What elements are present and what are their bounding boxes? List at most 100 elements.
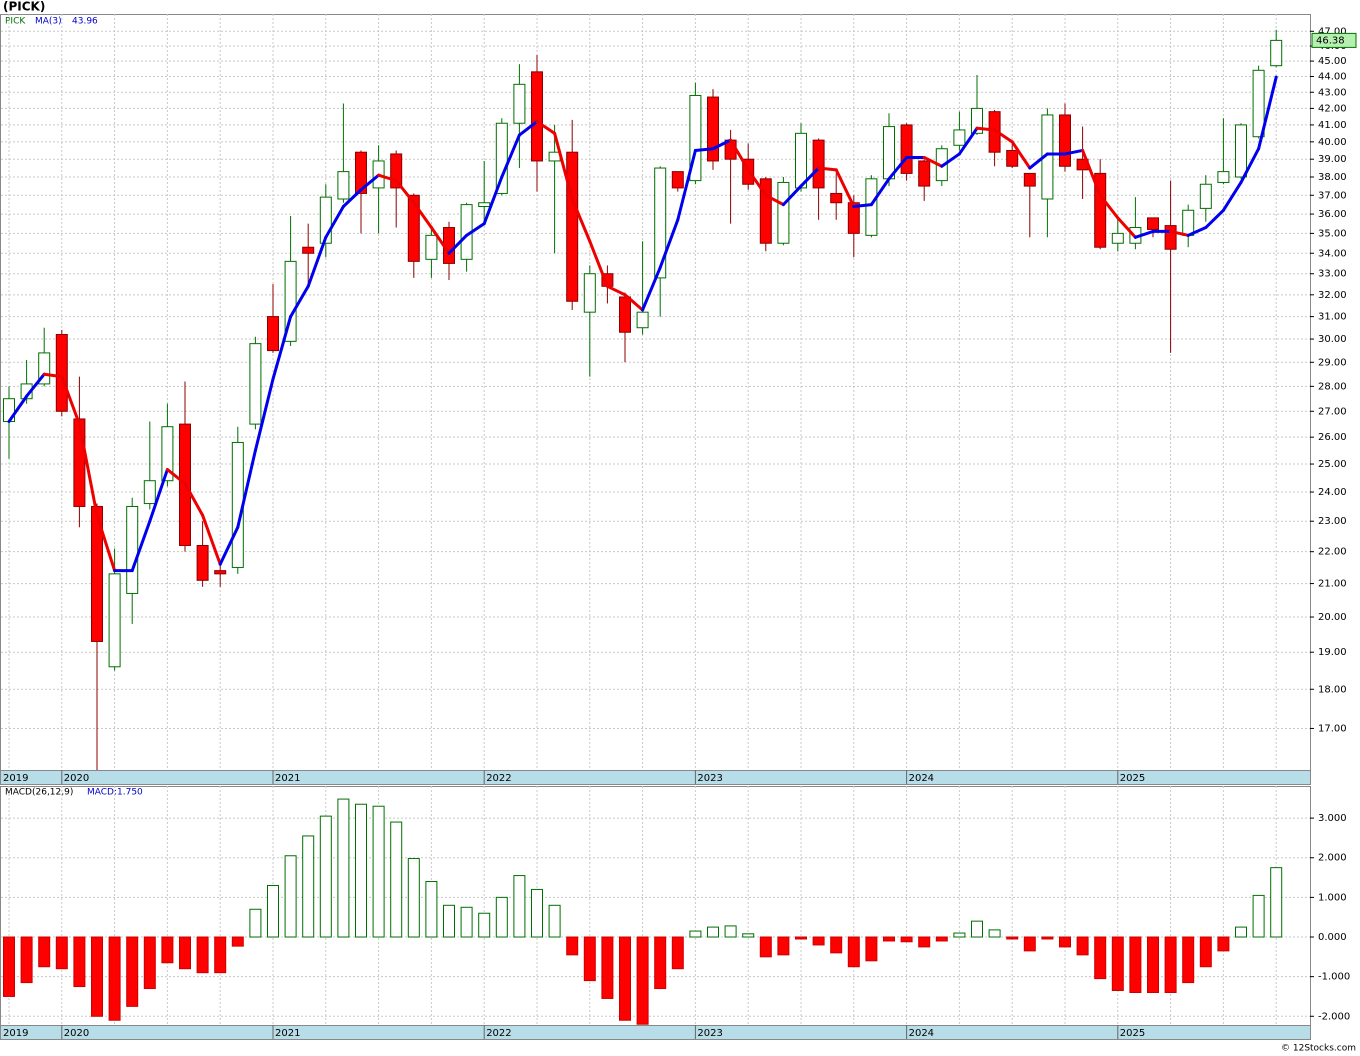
last-price-box <box>1311 32 1357 48</box>
y-tick-label: 30.00 <box>1318 334 1347 345</box>
macd-bar <box>38 936 51 968</box>
ma-segment <box>1116 216 1137 239</box>
ma-segment <box>253 377 275 452</box>
y-tick-label: 23.00 <box>1318 516 1347 527</box>
macd-bar <box>337 798 350 938</box>
macd-bar <box>830 936 843 954</box>
ma-segment <box>77 422 99 517</box>
y-tick-label: 31.00 <box>1318 312 1347 323</box>
macd-bar <box>1041 936 1054 940</box>
candle-body <box>1111 232 1124 244</box>
ma-segment <box>1239 147 1261 184</box>
macd-bar <box>654 936 667 990</box>
candle-body <box>1270 39 1283 67</box>
y-tick-label: 20.00 <box>1318 612 1347 623</box>
x-tick-label: 2024 <box>909 1028 934 1039</box>
x-tick-label: 2022 <box>486 773 511 784</box>
ma-segment <box>306 235 328 288</box>
macd-bar <box>302 835 315 938</box>
macd-bar <box>355 803 367 938</box>
candle-body <box>55 334 68 412</box>
macd-bar <box>1147 936 1159 993</box>
y-tick-label: 22.00 <box>1318 547 1347 558</box>
candle-body <box>214 570 227 575</box>
x-axis-strip <box>0 770 1311 785</box>
macd-bar <box>390 821 403 938</box>
ma-segment <box>1221 180 1243 212</box>
candle-body <box>91 505 103 642</box>
candle-body <box>883 126 895 180</box>
ma-segment <box>781 184 803 207</box>
macd-bar <box>777 936 790 956</box>
y-tick-label: 2.000 <box>1318 853 1347 864</box>
macd-bar <box>1164 936 1177 993</box>
x-tick-label: 2023 <box>697 1028 722 1039</box>
y-tick-label: -1.000 <box>1318 972 1350 983</box>
candle-body <box>548 151 561 162</box>
y-tick-label: 44.00 <box>1318 72 1347 83</box>
ma-segment <box>42 372 64 379</box>
y-tick-label: 45.00 <box>1318 56 1347 67</box>
candle-body <box>249 343 262 425</box>
ma-segment <box>887 155 909 181</box>
ma-segment <box>25 372 46 398</box>
price-panel <box>0 14 1311 771</box>
ma-segment <box>218 525 240 566</box>
ma-segment <box>341 188 363 208</box>
y-tick-label: 1.000 <box>1318 892 1347 903</box>
ma-segment <box>465 222 486 237</box>
candle-body <box>38 352 51 385</box>
candle-body <box>1147 217 1159 230</box>
ma-segment <box>324 204 345 239</box>
ma-segment <box>271 315 293 381</box>
candle-body <box>531 71 543 162</box>
macd-bar <box>1182 936 1195 984</box>
ma-segment <box>869 177 891 207</box>
ma-segment <box>817 166 838 172</box>
ma-segment <box>289 284 310 319</box>
candle-body <box>777 181 790 244</box>
macd-bar <box>513 875 526 938</box>
macd-bar <box>319 815 332 938</box>
y-tick-label: 38.00 <box>1318 172 1347 183</box>
ma-segment <box>359 173 381 192</box>
macd-bar <box>1006 936 1019 940</box>
candle-body <box>1164 225 1177 250</box>
macd-bar <box>478 912 491 938</box>
macd-bar <box>1023 936 1036 952</box>
macd-bar <box>267 884 279 938</box>
ma-segment <box>693 147 715 152</box>
macd-bar <box>953 932 966 938</box>
candle-body <box>284 260 297 342</box>
ma-segment <box>729 138 750 172</box>
ma-segment <box>517 120 539 137</box>
candle-body <box>355 151 367 194</box>
ma-segment <box>852 203 873 208</box>
ma-segment <box>60 375 81 426</box>
ma-segment <box>605 284 627 297</box>
ma-segment <box>975 126 997 132</box>
ma-segment <box>1010 140 1032 170</box>
x-tick-label: 2021 <box>275 773 300 784</box>
ma-segment <box>1081 148 1102 197</box>
ma-segment <box>1063 148 1085 156</box>
ma-segment <box>553 131 574 201</box>
macd-bar <box>425 881 438 938</box>
macd-bar <box>1094 936 1107 980</box>
candle-body <box>1006 149 1019 167</box>
ma-segment <box>746 168 768 197</box>
macd-bar <box>918 936 931 948</box>
macd-bar <box>126 936 139 1007</box>
macd-bar <box>91 936 103 1017</box>
macd-bar <box>759 936 772 958</box>
x-tick-label: 2023 <box>697 773 722 784</box>
y-tick-label: 41.00 <box>1318 120 1347 131</box>
candle-body <box>865 178 878 236</box>
candle-body <box>654 167 667 279</box>
legend-ma-value: 43.96 <box>72 17 98 27</box>
candle-body <box>971 107 983 134</box>
candle-body <box>1217 171 1230 183</box>
macd-bar <box>372 805 385 938</box>
ma-segment <box>429 226 451 255</box>
